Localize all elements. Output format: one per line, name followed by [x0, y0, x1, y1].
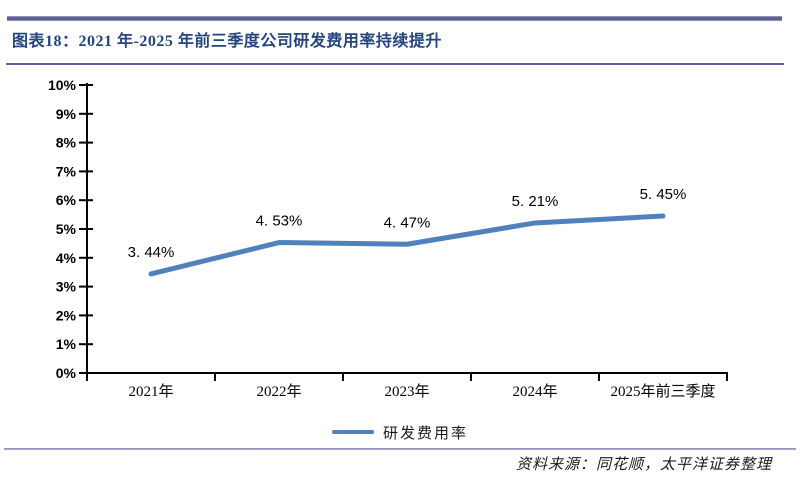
y-axis-label: 5%	[56, 221, 77, 237]
chart-legend: 研发费用率	[0, 423, 800, 442]
source-note: 资料来源：同花顺，太平洋证券整理	[515, 457, 772, 473]
y-axis-label: 0%	[56, 365, 77, 381]
x-axis-label: 2024年	[512, 383, 557, 400]
y-axis-label: 1%	[56, 336, 77, 352]
data-point-label: 4. 47%	[384, 214, 431, 231]
data-point-label: 5. 45%	[640, 186, 687, 203]
y-axis-label: 2%	[56, 307, 77, 323]
title-divider-line	[6, 63, 784, 65]
trend-line	[148, 213, 666, 277]
y-axis-label: 3%	[56, 279, 77, 295]
x-axis-label: 2022年	[256, 383, 301, 400]
data-point-label: 3. 44%	[128, 244, 175, 261]
x-axis-label: 2023年	[384, 383, 429, 400]
data-point-label: 4. 53%	[256, 213, 303, 230]
chart-title: 图表18：2021 年-2025 年前三季度公司研发费用率持续提升	[12, 33, 442, 50]
y-axis-label: 4%	[56, 250, 77, 266]
top-border-band	[7, 16, 782, 21]
legend-line-swatch	[331, 430, 374, 434]
y-axis-label: 6%	[56, 192, 77, 208]
x-axis-label: 2021年	[128, 383, 173, 400]
legend-label: 研发费用率	[382, 425, 468, 442]
footer-divider-line	[4, 448, 796, 450]
data-point-label: 5. 21%	[512, 193, 559, 210]
y-axis-label: 10%	[48, 77, 77, 93]
y-axis-label: 8%	[56, 135, 77, 151]
y-axis-label: 7%	[56, 163, 77, 179]
y-axis-label: 9%	[56, 106, 77, 122]
x-axis-label: 2025年前三季度	[610, 383, 715, 400]
